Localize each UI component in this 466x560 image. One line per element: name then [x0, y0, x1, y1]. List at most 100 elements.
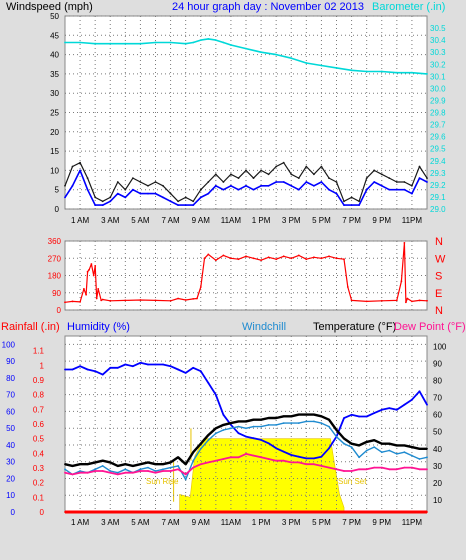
- series-windchill-point: [380, 451, 383, 454]
- series-windchill-point: [192, 459, 195, 462]
- series-temperature-point: [162, 463, 164, 466]
- series-barometer-point: [109, 42, 112, 45]
- rainfall-tick-label: 0.8: [33, 391, 45, 400]
- series-wind_avg-point: [282, 181, 285, 183]
- series-gust-point: [199, 188, 202, 191]
- series-direction-point: [88, 268, 90, 271]
- rainfall-tick-label: 0: [40, 508, 45, 517]
- series-gust-point: [252, 177, 255, 180]
- windspeed-tick-label: 20: [50, 128, 59, 137]
- series-wind_avg-point: [365, 188, 368, 191]
- series-dewpoint-point: [313, 463, 315, 466]
- series-dewpoint-point: [403, 466, 406, 469]
- series-barometer-point: [79, 41, 81, 44]
- humidity-tick-label: 0: [11, 508, 16, 517]
- series-direction-point: [365, 300, 368, 303]
- series-humidity-point: [192, 366, 195, 369]
- series-wind_avg-point: [207, 192, 210, 195]
- series-rainfall-point: [64, 511, 66, 513]
- series-humidity-point: [426, 403, 428, 406]
- series-direction-point: [184, 299, 187, 301]
- windspeed-tick-label: 10: [50, 166, 59, 175]
- series-direction-point: [282, 255, 285, 258]
- series-barometer-point: [192, 41, 195, 44]
- series-gust-point: [328, 177, 330, 180]
- time-tick-label: 7 PM: [342, 518, 361, 527]
- series-wind_avg-point: [380, 184, 383, 187]
- temperature-tick-label: 30: [433, 462, 442, 471]
- series-barometer-point: [350, 69, 353, 72]
- series-temperature-point: [86, 463, 89, 466]
- series-windchill-point: [222, 429, 225, 431]
- series-wind_avg-point: [388, 188, 391, 191]
- series-wind_avg-point: [101, 204, 104, 207]
- series-temperature-point: [403, 444, 406, 447]
- series-rainfall-point: [426, 511, 428, 513]
- sunrise-label: Sun Rise: [146, 477, 179, 486]
- series-humidity-point: [169, 365, 172, 368]
- rainfall-tick-label: 0.5: [33, 435, 45, 444]
- series-wind_avg-point: [297, 188, 300, 191]
- climate-series: [64, 361, 428, 514]
- series-humidity-point: [237, 432, 240, 435]
- series-temperature-point: [192, 451, 195, 454]
- series-dewpoint-point: [260, 456, 262, 459]
- temperature-tick-label: 80: [433, 376, 442, 385]
- series-humidity-point: [184, 372, 187, 374]
- series-humidity-point: [132, 365, 134, 368]
- series-humidity-point: [358, 415, 360, 418]
- series-humidity-point: [245, 435, 247, 438]
- series-temperature-point: [222, 424, 225, 426]
- series-humidity-point: [305, 457, 308, 460]
- series-humidity-point: [214, 393, 217, 396]
- series-temperature-point: [116, 465, 119, 467]
- series-windchill-point: [313, 420, 315, 423]
- series-gust-point: [132, 177, 134, 180]
- dewpoint-legend: Dew Point (°F): [394, 321, 466, 333]
- series-temperature-point: [267, 417, 270, 419]
- series-windchill-point: [199, 447, 202, 450]
- direction-tick-label: 0: [57, 306, 62, 315]
- series-gust-point: [64, 184, 66, 187]
- series-temperature-point: [365, 441, 368, 443]
- series-dewpoint-point: [132, 471, 134, 474]
- series-gust-point: [350, 196, 353, 199]
- series-windchill-point: [139, 468, 142, 471]
- series-humidity-point: [79, 365, 81, 368]
- series-gust-point: [418, 165, 421, 168]
- series-direction-point: [267, 256, 270, 259]
- series-direction-point: [313, 256, 315, 259]
- barometer-tick-label: 29.0: [430, 205, 446, 214]
- series-direction-point: [237, 258, 240, 261]
- time-tick-label: 3 AM: [101, 216, 120, 225]
- temperature-tick-label: 60: [433, 411, 442, 420]
- series-gust-point: [245, 169, 247, 172]
- series-temperature-point: [252, 418, 255, 421]
- series-barometer-point: [64, 41, 66, 44]
- series-barometer-point: [94, 42, 97, 45]
- series-temperature-point: [101, 459, 104, 462]
- windspeed-tick-label: 50: [50, 12, 59, 21]
- series-temperature-point: [214, 427, 217, 430]
- series-dewpoint-point: [335, 468, 338, 471]
- windspeed-tick-label: 45: [50, 31, 59, 40]
- series-windchill-point: [267, 424, 270, 426]
- windspeed-tick-label: 15: [50, 147, 59, 156]
- series-windchill-point: [373, 446, 376, 448]
- time-tick-label: 9 AM: [192, 518, 211, 527]
- series-humidity-point: [411, 398, 413, 401]
- rainfall-tick-label: 0.6: [33, 420, 45, 429]
- series-direction-point: [85, 293, 87, 296]
- compass-label: N: [435, 305, 443, 317]
- series-direction-point: [343, 258, 345, 261]
- series-windchill-point: [328, 425, 330, 428]
- series-wind_avg-point: [86, 188, 89, 191]
- series-barometer-point: [260, 51, 262, 54]
- series-gust-point: [192, 200, 195, 203]
- series-temperature-point: [260, 418, 262, 421]
- series-temperature-point: [411, 446, 413, 448]
- series-dewpoint-point: [162, 470, 164, 472]
- series-wind_avg-point: [275, 181, 278, 183]
